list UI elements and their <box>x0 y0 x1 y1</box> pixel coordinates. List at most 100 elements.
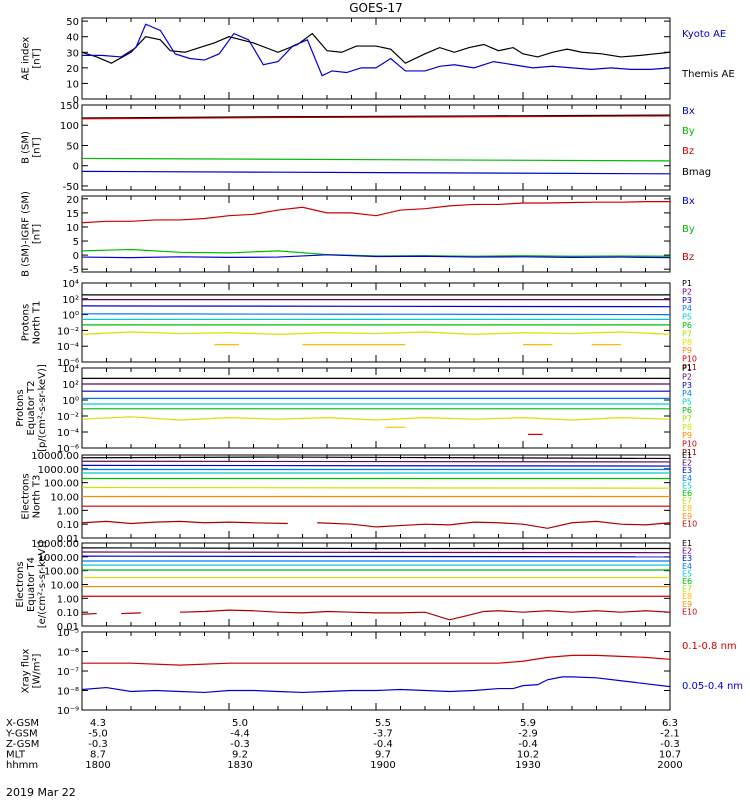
y-tick-label: -50 <box>63 182 79 193</box>
legend-label: Bz <box>682 252 694 263</box>
series-line-E1 <box>82 547 670 550</box>
series-line-Bz <box>82 115 670 120</box>
y-axis-label: Equator T2 <box>26 381 37 436</box>
y-tick-label: 10 <box>66 223 79 234</box>
orbit-value: 6.3 <box>662 718 678 729</box>
y-tick-label: 0.10 <box>57 608 79 619</box>
series-line-Bmag <box>82 114 670 119</box>
orbit-value: 9.7 <box>375 750 391 761</box>
legend-label: P6 <box>682 406 692 415</box>
legend-label: P10 <box>682 355 697 364</box>
orbit-value: 2000 <box>657 760 682 771</box>
legend-label: E3 <box>682 466 692 475</box>
orbit-value: 1900 <box>370 760 395 771</box>
series-line-E10 <box>121 612 141 615</box>
orbit-value: 1930 <box>515 760 540 771</box>
y-tick-label: 150 <box>60 101 79 112</box>
legend-label: By <box>682 126 695 137</box>
y-axis-label: [nT] <box>32 224 43 244</box>
y-axis-label: B (SM)-IGRF (SM) <box>21 191 32 277</box>
y-axis-label: North T3 <box>32 475 43 519</box>
panel-frame <box>81 17 671 100</box>
legend-label: P11 <box>682 448 697 457</box>
legend-label: E7 <box>682 585 692 594</box>
y-tick-label: 100.00 <box>44 567 79 578</box>
orbit-value: 5.0 <box>232 718 248 729</box>
panel-6: 0.01 0.10 1.00 10.00 100.00 1000.00 10000.00 El… <box>21 451 698 545</box>
y-tick-label: 10⁴ <box>62 364 79 375</box>
legend-label: P1 <box>682 279 692 288</box>
y-axis-label: Electrons <box>21 473 32 519</box>
legend-label: 0.05-0.4 nm <box>682 681 743 692</box>
panel-3: -5 0 5 10 15 20 B (SM)-IGRF (SM) [nT] Bx By Bz <box>21 191 695 277</box>
orbit-value: -0.4 <box>518 739 538 750</box>
orbit-value: 4.3 <box>90 718 106 729</box>
orbit-value: -0.4 <box>373 739 393 750</box>
series-line-Themis AE <box>82 32 670 64</box>
y-tick-label: 100 <box>60 121 79 132</box>
legend-label: P8 <box>682 338 692 347</box>
legend-label: E9 <box>682 512 692 521</box>
series-line-E2 <box>82 460 670 463</box>
panel-frame <box>81 367 671 449</box>
orbit-value: 5.9 <box>520 718 536 729</box>
y-tick-label: 10⁻⁵ <box>57 628 79 639</box>
y-tick-label: 10 <box>66 79 79 90</box>
y-tick-label: 50 <box>66 141 79 152</box>
panel-frame <box>81 631 671 711</box>
panel-frame <box>81 195 671 273</box>
legend-label: E7 <box>682 497 692 506</box>
series-line-Bx <box>82 170 670 175</box>
panel-8: 10⁻⁹ 10⁻⁸ 10⁻⁷ 10⁻⁶ 10⁻⁵ Xray flux [W/m²] 0.1-0… <box>21 628 744 717</box>
orbit-value: 8.7 <box>90 750 106 761</box>
series-line-By <box>82 248 670 257</box>
y-tick-label: 10000.00 <box>31 451 79 462</box>
series-line-By <box>82 157 670 162</box>
orbit-row-label: hhmm <box>6 760 38 771</box>
series-line-E3 <box>82 555 670 558</box>
panel-7: 0.01 0.10 1.00 10.00 100.00 1000.00 10000.00 El… <box>15 539 697 633</box>
series-line-E10 <box>317 520 670 529</box>
y-tick-label: 1.00 <box>57 506 79 517</box>
y-tick-label: 10⁻² <box>57 412 79 423</box>
legend-label: E8 <box>682 504 692 513</box>
y-axis-label: Protons <box>15 389 26 426</box>
panel-2: -50 0 50 100 150 B (SM) [nT] Bx By Bz Bmag <box>21 101 712 193</box>
panel-1: 0 10 20 30 40 50 AE index [nT] Kyoto AE Themis AE <box>21 17 735 106</box>
series-line-Bx <box>82 254 670 259</box>
y-tick-label: 1000.00 <box>38 465 79 476</box>
y-tick-label: 10⁻⁹ <box>57 706 79 717</box>
y-tick-label: 10⁻⁶ <box>57 444 79 455</box>
legend-label: P11 <box>682 363 697 372</box>
y-tick-label: 10000.00 <box>31 539 79 550</box>
y-tick-label: 0 <box>73 95 79 106</box>
y-tick-label: 0 <box>73 251 79 262</box>
legend-label: E3 <box>682 554 692 563</box>
legend-label: P6 <box>682 321 692 330</box>
y-tick-label: 30 <box>66 48 79 59</box>
legend-label: By <box>682 224 695 235</box>
series-line-P7 <box>82 416 670 421</box>
y-axis-label: Electrons <box>15 561 26 607</box>
y-tick-label: 10⁻⁸ <box>57 687 79 698</box>
legend-label: P7 <box>682 329 692 338</box>
y-axis-label: Equator T4 <box>26 557 37 612</box>
legend-label: Bmag <box>682 167 711 178</box>
series-line-E1 <box>82 456 670 460</box>
legend-label: P2 <box>682 372 692 381</box>
legend-label: E10 <box>682 607 697 616</box>
legend-label: P8 <box>682 423 692 432</box>
legend-label: E6 <box>682 489 692 498</box>
legend-label: 0.1-0.8 nm <box>682 641 737 652</box>
y-tick-label: 0 <box>73 162 79 173</box>
panel-frame <box>81 542 671 627</box>
orbit-value: -4.4 <box>230 729 250 740</box>
series-line-E3 <box>82 464 670 467</box>
y-tick-label: 20 <box>66 64 79 75</box>
legend-label: P1 <box>682 364 692 373</box>
orbit-value: -0.3 <box>88 739 108 750</box>
orbit-value: -0.3 <box>230 739 250 750</box>
legend-label: E10 <box>682 519 697 528</box>
